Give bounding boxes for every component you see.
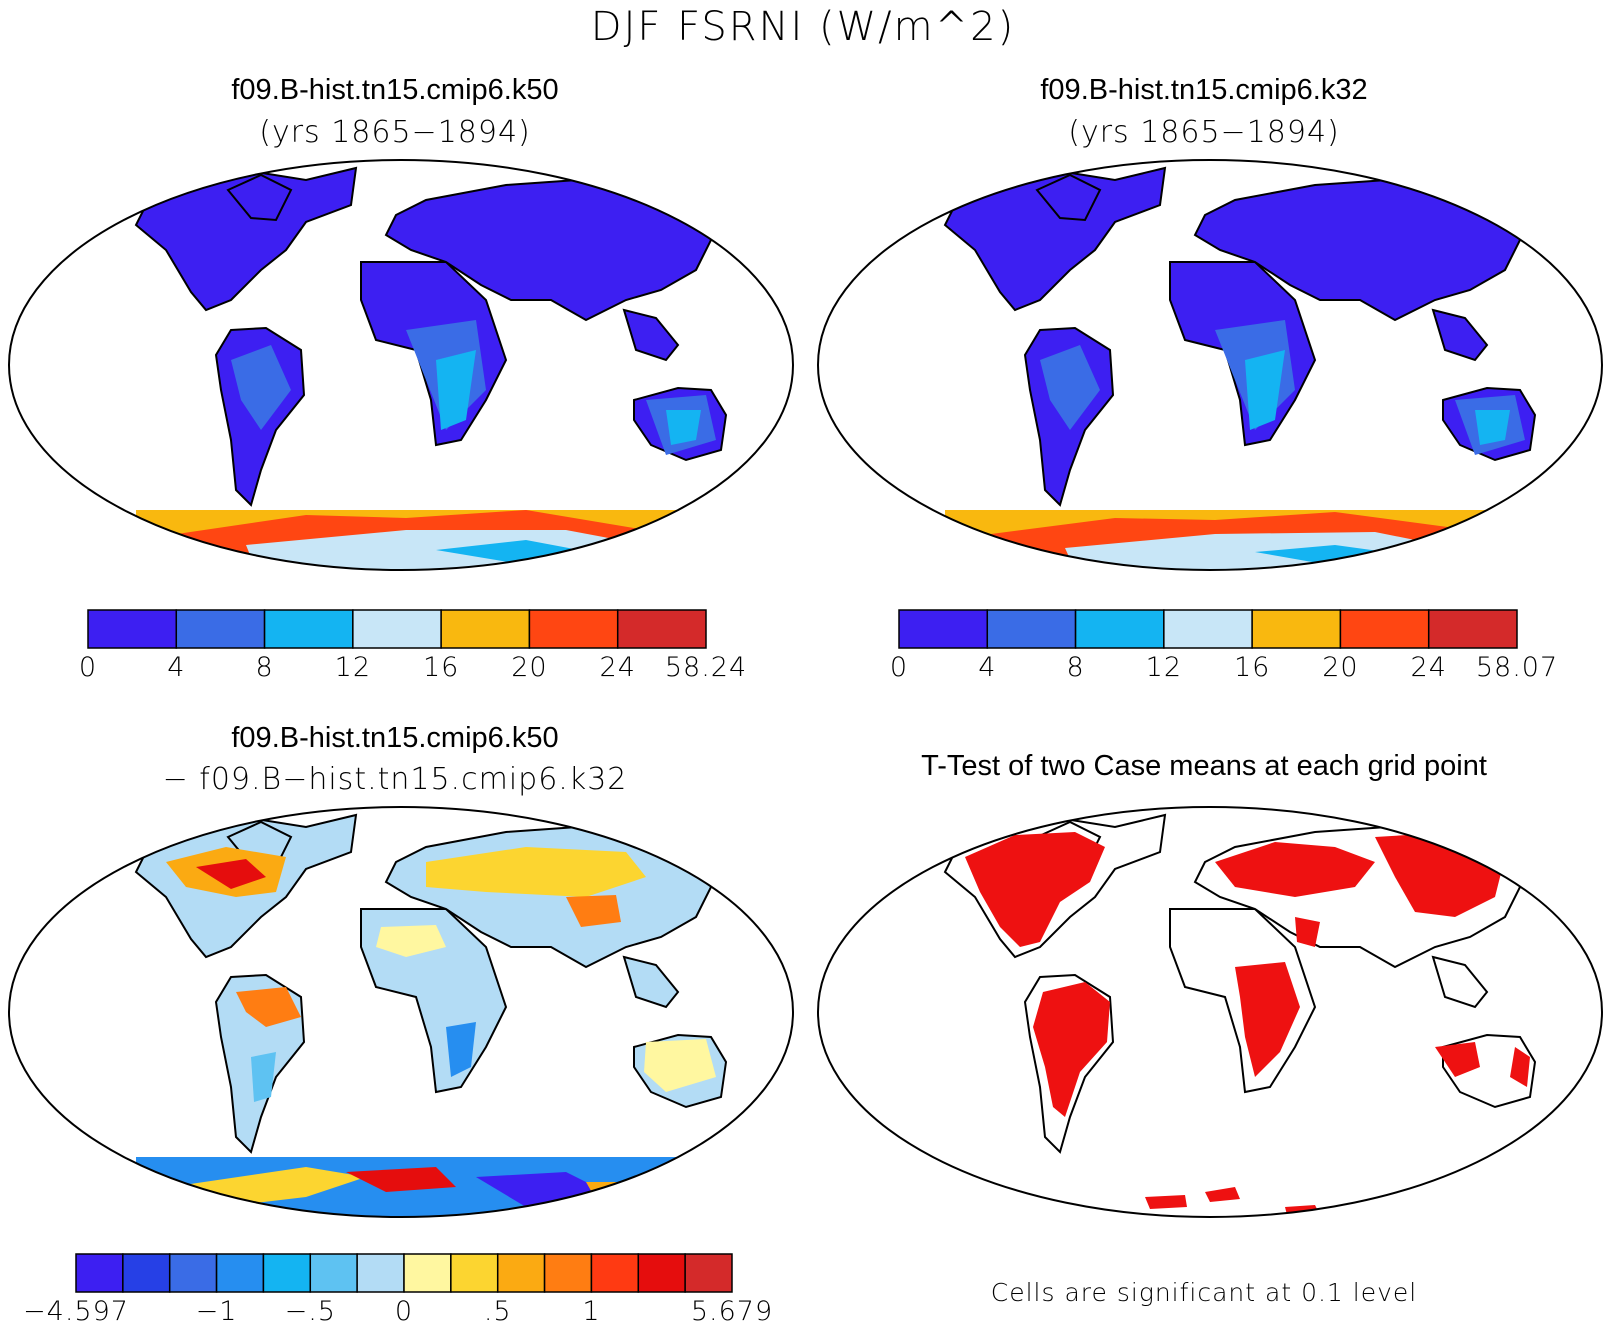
diff-colorbar-swatch: [543, 1253, 593, 1293]
case1-colorbar-label: 8: [255, 652, 274, 683]
case2-colorbar-swatch: [1339, 609, 1430, 649]
diff-colorbar-label: −4.597: [23, 1296, 129, 1327]
case1-colorbar-swatch: [87, 609, 178, 649]
diff-colorbar-swatch: [262, 1253, 312, 1293]
diff-colorbar-swatch: [122, 1253, 171, 1293]
case2-colorbar-label: 4: [978, 652, 997, 683]
case2-colorbar-label: 58.07: [1475, 652, 1559, 683]
case1-colorbar-label: 16: [422, 652, 460, 683]
diff-colorbar-swatch: [590, 1253, 640, 1293]
diff-colorbar-swatch: [403, 1253, 452, 1293]
case2-colorbar: [898, 609, 1518, 649]
case2-colorbar-swatch: [1163, 609, 1253, 649]
diff-colorbar-swatch: [684, 1253, 733, 1293]
diff-colorbar-swatch: [356, 1253, 405, 1293]
diff-colorbar-swatch: [309, 1253, 358, 1293]
case1-colorbar-label: 12: [334, 652, 372, 683]
diff-colorbar-label: 0: [394, 1296, 414, 1327]
case1-colorbar-swatch: [616, 609, 707, 649]
significance-note: Cells are significant at 0.1 level: [990, 1278, 1418, 1307]
case1-colorbar-label: 20: [511, 652, 548, 683]
panel-1-subtitle: (yrs 1865−1894): [259, 115, 531, 150]
diff-colorbar-swatch: [637, 1253, 686, 1293]
case1-colorbar-swatch: [263, 609, 354, 649]
case2-colorbar-label: 12: [1145, 652, 1183, 683]
case1-colorbar-swatch: [528, 609, 619, 649]
panel-1-map: [8, 159, 794, 571]
case1-colorbar-label: 24: [599, 652, 636, 683]
case2-colorbar-swatch: [1074, 609, 1165, 649]
case1-colorbar-swatch: [352, 609, 442, 649]
diff-colorbar-swatch: [75, 1253, 124, 1293]
diff-colorbar-label: −.5: [284, 1296, 336, 1327]
case2-colorbar-swatch: [986, 609, 1077, 649]
diff-colorbar-swatch: [215, 1253, 265, 1293]
panel-3-map: [8, 806, 794, 1218]
diff-colorbar: [75, 1253, 733, 1293]
case2-colorbar-label: 24: [1410, 652, 1447, 683]
diff-colorbar-swatch: [450, 1253, 499, 1293]
case2-colorbar-label: 20: [1322, 652, 1359, 683]
panel-2-title: f09.B-hist.tn15.cmip6.k32: [1040, 74, 1368, 106]
diff-colorbar-label: 1: [582, 1296, 601, 1327]
diff-colorbar-swatch: [168, 1253, 218, 1293]
case2-colorbar-swatch: [898, 609, 989, 649]
case1-colorbar-swatch: [175, 609, 266, 649]
case2-colorbar-label: 0: [889, 652, 909, 683]
diff-colorbar-label: 5.679: [690, 1296, 774, 1327]
panel-1-title: f09.B-hist.tn15.cmip6.k50: [231, 74, 559, 106]
diff-colorbar-label: .5: [483, 1296, 512, 1327]
panel-3-subtitle: − f09.B−hist.tn15.cmip6.k32: [162, 762, 628, 797]
case2-colorbar-swatch: [1427, 609, 1518, 649]
case1-colorbar-label: 0: [78, 652, 98, 683]
panel-3-title: f09.B-hist.tn15.cmip6.k50: [231, 722, 559, 754]
case2-colorbar-swatch: [1251, 609, 1342, 649]
diff-colorbar-swatch: [496, 1253, 546, 1293]
case2-colorbar-label: 16: [1233, 652, 1271, 683]
panel-4-map: [817, 806, 1603, 1218]
panel-2-map: [817, 159, 1603, 571]
case2-colorbar-label: 8: [1066, 652, 1085, 683]
diff-colorbar-label: −1: [195, 1296, 238, 1327]
panel-4-title: T-Test of two Case means at each grid po…: [921, 750, 1487, 782]
case1-colorbar-swatch: [440, 609, 531, 649]
main-title: DJF FSRNI (W/m^2): [590, 4, 1016, 50]
case1-colorbar-label: 58.24: [664, 652, 748, 683]
case1-colorbar-label: 4: [167, 652, 186, 683]
case1-colorbar: [87, 609, 707, 649]
panel-2-subtitle: (yrs 1865−1894): [1068, 115, 1340, 150]
